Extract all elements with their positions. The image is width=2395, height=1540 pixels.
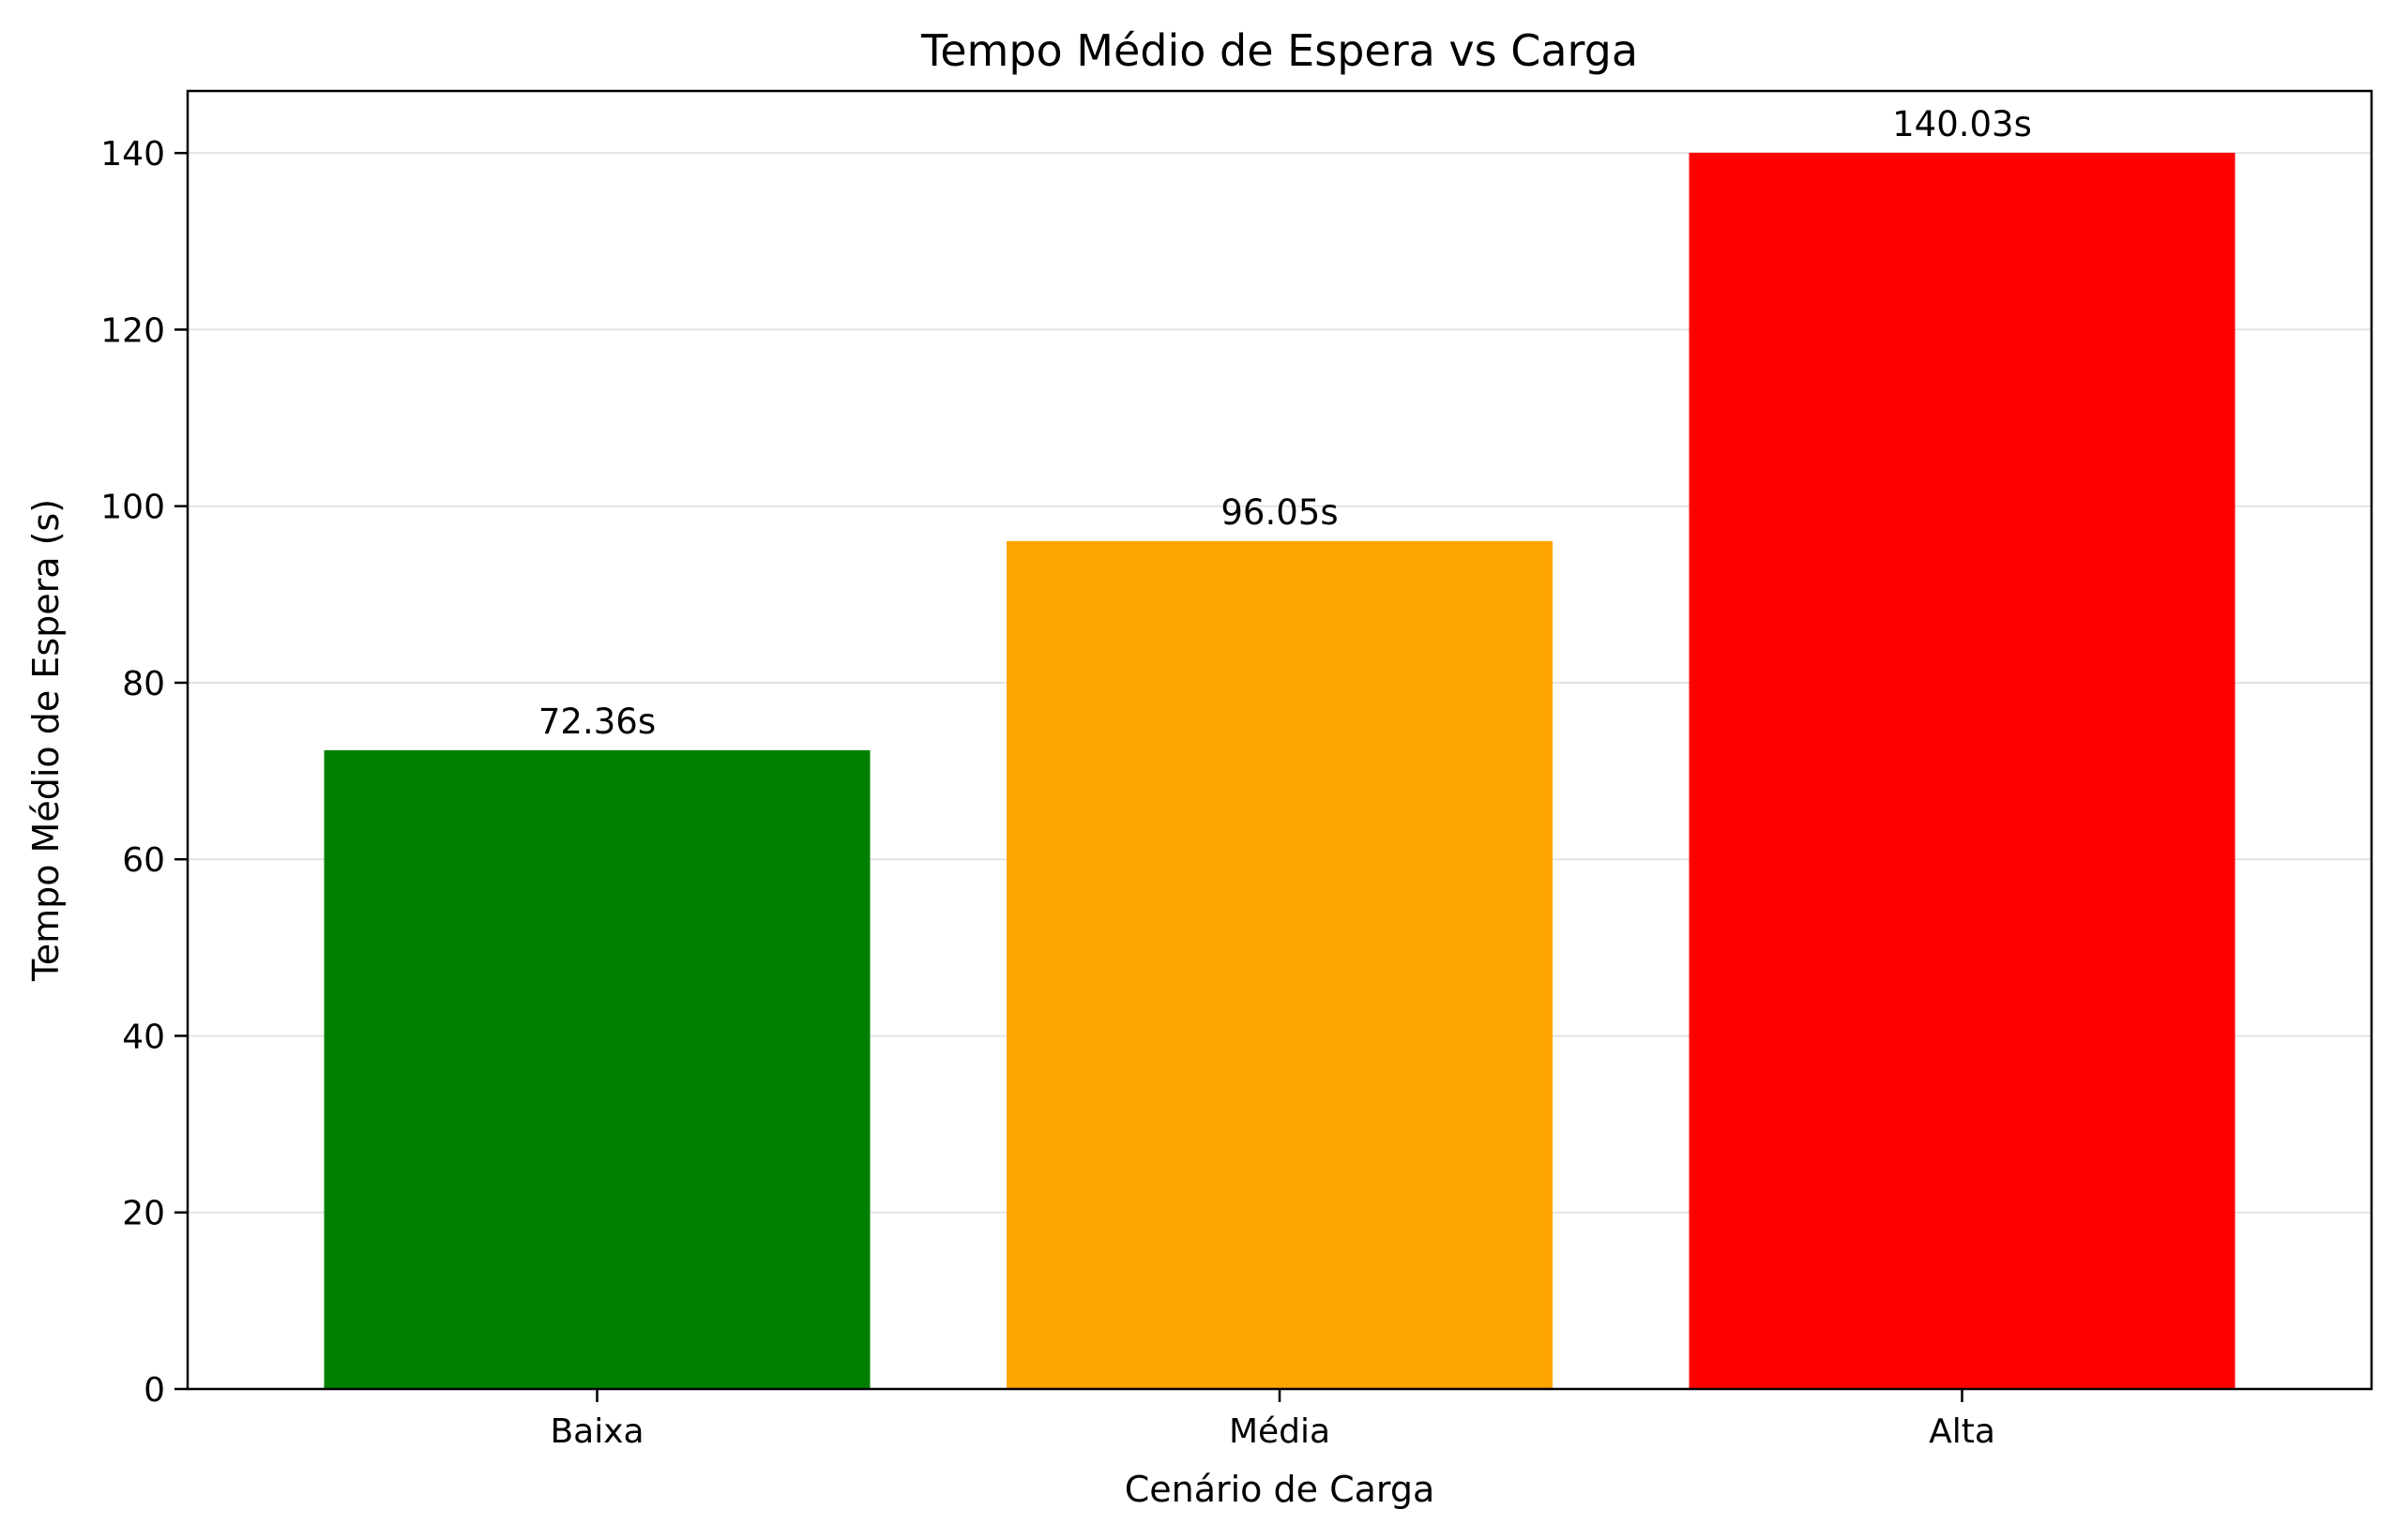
y-tick-label: 0 <box>144 1371 165 1410</box>
y-tick-label: 40 <box>122 1018 165 1056</box>
y-axis-ticks: 0 20 40 60 80 100 120 140 <box>100 135 188 1410</box>
y-axis-label: Tempo Médio de Espera (s) <box>25 499 67 982</box>
y-tick-label: 140 <box>100 135 165 174</box>
bar-alta <box>1689 152 2236 1389</box>
x-axis-label: Cenário de Carga <box>1125 1469 1435 1510</box>
x-tick-label: Média <box>1229 1412 1330 1451</box>
bar-média <box>1007 540 1553 1389</box>
data-label: 72.36s <box>538 702 656 742</box>
data-label: 96.05s <box>1220 492 1338 533</box>
bar-baixa <box>324 749 871 1389</box>
data-label: 140.03s <box>1892 104 2032 144</box>
y-tick-label: 80 <box>122 665 165 703</box>
x-tick-label: Baixa <box>550 1412 644 1451</box>
plot-frame <box>186 89 2373 1391</box>
bars <box>324 152 2236 1389</box>
y-tick-label: 20 <box>122 1195 165 1233</box>
x-axis-ticks: Baixa Média Alta <box>550 1389 1995 1451</box>
y-tick-label: 60 <box>122 841 165 880</box>
y-tick-label: 100 <box>100 489 165 527</box>
chart-title: Tempo Médio de Espera vs Carga <box>920 25 1638 76</box>
y-tick-label: 120 <box>100 311 165 350</box>
data-labels: 72.36s 96.05s 140.03s <box>538 104 2032 742</box>
x-tick-label: Alta <box>1929 1412 1995 1451</box>
